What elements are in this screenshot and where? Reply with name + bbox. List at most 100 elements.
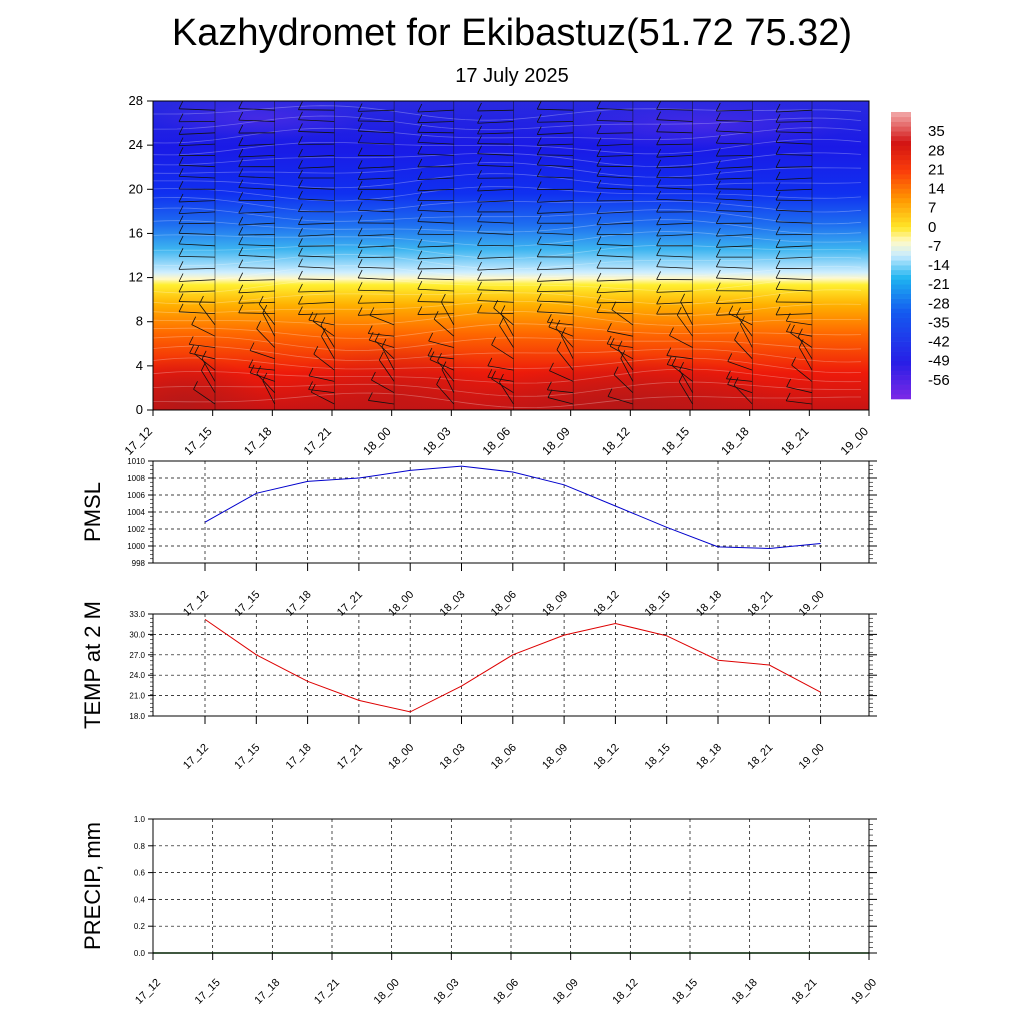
wind-barb-flag: [715, 248, 721, 258]
wind-barb-flag: [715, 282, 721, 291]
heatmap-cool-core-right: [550, 101, 850, 150]
colorbar-label: 0: [928, 219, 936, 236]
heatmap-contour-line: [153, 196, 862, 213]
wind-barb-flag: [656, 101, 661, 110]
colorbar-swatch: [891, 155, 911, 161]
wind-barb-shaft: [378, 359, 395, 382]
wind-barb-flag: [791, 356, 797, 366]
wind-barb-flag: [666, 347, 672, 356]
heatmap-y-tick-label: 0: [136, 402, 143, 417]
wind-barb-shaft: [178, 301, 216, 303]
x-tick-label: 17_12: [133, 977, 163, 1007]
wind-barb-flag: [477, 250, 482, 259]
wind-barb-flag: [656, 271, 661, 280]
wind-barb-shaft: [716, 177, 753, 180]
wind-barb-flag: [298, 228, 303, 237]
colorbar-swatch: [891, 236, 911, 242]
heatmap-x-tick-label: 18_18: [718, 424, 752, 458]
wind-barb-flag: [606, 335, 612, 345]
wind-barb-shaft: [417, 245, 454, 248]
wind-barb-shaft: [308, 389, 335, 394]
wind-barb-shaft: [371, 379, 395, 394]
colorbar-swatch: [891, 370, 911, 376]
heatmap-contour-line: [153, 300, 862, 317]
x-tick-label: 18_21: [789, 977, 819, 1007]
wind-barb-flag: [369, 307, 375, 316]
wind-barb-shaft: [320, 325, 335, 348]
wind-barb-shaft: [417, 268, 454, 270]
wind-barb-flag: [536, 303, 542, 312]
wind-barb-shaft: [358, 301, 395, 304]
wind-barb-shaft: [417, 256, 454, 260]
wind-barb-shaft: [249, 350, 275, 360]
wind-barb-flag: [367, 325, 373, 334]
x-tick-label: 18_03: [431, 977, 461, 1007]
wind-barb-flag: [596, 272, 602, 282]
wind-barb-flag: [775, 239, 781, 248]
wind-barb-flag: [188, 336, 194, 345]
wind-barb-flag: [656, 295, 661, 305]
wind-barb-shaft: [537, 232, 574, 235]
pmsl-series-line: [204, 465, 821, 550]
y-tick-label: 1000: [127, 542, 145, 551]
wind-barb-flag: [500, 305, 506, 314]
wind-barb-shaft: [427, 355, 454, 360]
wind-barb-shaft: [298, 313, 335, 315]
wind-barb-shaft: [358, 177, 395, 180]
heatmap-y-tick-label: 8: [136, 314, 143, 329]
wind-barb-flag: [417, 182, 423, 192]
wind-barb-flag: [477, 203, 482, 213]
wind-barb-flag: [775, 103, 781, 113]
wind-barb-shaft: [417, 288, 454, 292]
wind-barb-flag: [298, 258, 303, 267]
wind-barb-flag: [193, 381, 198, 390]
wind-barb-shaft: [238, 301, 275, 304]
wind-barb-shaft: [671, 365, 693, 382]
colorbar-swatch: [891, 327, 911, 333]
wind-barb-flag: [357, 227, 363, 237]
wind-barb-shaft: [733, 385, 753, 405]
x-tick-label: 17_15: [193, 977, 223, 1007]
wind-barb-shaft: [238, 290, 275, 294]
wind-barb-flag: [357, 202, 363, 211]
wind-barb-shaft: [537, 279, 574, 282]
wind-barb-shaft: [477, 121, 514, 124]
wind-barb-flag: [727, 376, 732, 385]
colorbar-swatch: [891, 198, 911, 204]
wind-barb-flag: [499, 373, 504, 383]
heatmap-x-tick-label: 18_03: [420, 424, 454, 458]
wind-barb-flag: [298, 101, 303, 110]
wind-barb-shaft: [179, 108, 216, 111]
wind-barb-flag: [357, 122, 363, 132]
wind-barb-flag: [378, 351, 384, 361]
wind-barb-flag: [417, 250, 423, 260]
wind-barb-flag: [298, 111, 303, 120]
wind-barb-shaft: [716, 245, 753, 248]
colorbar-swatch: [891, 126, 911, 132]
wind-barb-shaft: [716, 301, 753, 305]
wind-barb-shaft: [179, 290, 216, 293]
wind-barb-flag: [728, 305, 734, 314]
wind-barb-shaft: [178, 255, 216, 258]
wind-barb-shaft: [298, 234, 335, 237]
wind-barb-shaft: [596, 243, 633, 247]
colorbar: 35 28 21 14 7 0 -7 -14 -21 -28 -35 -42 -49 -56: [891, 112, 950, 400]
wind-barb-flag: [178, 157, 184, 166]
wind-barb-shaft: [191, 324, 216, 337]
wind-barb-flag: [656, 284, 661, 293]
wind-barb-flag: [555, 319, 561, 329]
colorbar-swatch: [891, 164, 911, 170]
wind-barb-flag: [357, 190, 363, 200]
x-tick-label: 18_12: [591, 742, 621, 772]
wind-barb-flag: [775, 134, 781, 143]
wind-barb-shaft: [776, 188, 813, 191]
wind-barb-flag: [298, 238, 303, 247]
wind-barb-flag: [298, 203, 303, 212]
wind-barb-shaft: [201, 358, 216, 382]
y-tick-label: 21.0: [129, 692, 145, 701]
heatmap-x-tick-label: 17_21: [301, 424, 335, 458]
x-tick-label: 18_09: [540, 742, 570, 772]
wind-barb-flag: [609, 338, 615, 347]
heatmap-contour-line: [153, 152, 862, 167]
wind-barb-shaft: [656, 119, 693, 122]
